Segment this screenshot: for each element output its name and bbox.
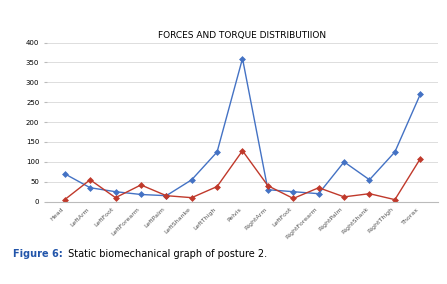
Text: Static biomechanical graph of posture 2.: Static biomechanical graph of posture 2. — [65, 249, 267, 259]
Force (N) — [342, 160, 347, 164]
Force (N) — [240, 57, 245, 60]
Text: Figure 6:: Figure 6: — [13, 249, 63, 259]
Torque (N.m) — [316, 186, 321, 189]
Force (N) — [392, 150, 397, 154]
Torque (N.m) — [367, 192, 372, 195]
Torque (N.m) — [342, 195, 347, 199]
Torque (N.m) — [392, 198, 397, 201]
Torque (N.m) — [291, 197, 296, 200]
FancyBboxPatch shape — [0, 0, 447, 238]
Force (N) — [88, 186, 93, 189]
Torque (N.m) — [164, 194, 169, 197]
Force (N) — [138, 193, 143, 196]
Force (N) — [265, 188, 270, 191]
Force (N) — [291, 190, 296, 193]
Torque (N.m) — [138, 183, 143, 187]
Torque (N.m) — [215, 185, 220, 188]
Torque (N.m) — [88, 178, 93, 181]
Force (N) — [316, 192, 321, 195]
Torque (N.m) — [113, 196, 118, 199]
Torque (N.m) — [265, 184, 270, 187]
Torque (N.m) — [240, 149, 245, 153]
Force (N) — [417, 93, 423, 96]
Force (N) — [215, 150, 220, 154]
Torque (N.m) — [417, 157, 423, 160]
Force (N) — [62, 172, 67, 176]
Torque (N.m) — [62, 198, 67, 201]
Force (N) — [189, 178, 194, 181]
Force (N) — [367, 178, 372, 181]
Force (N) — [164, 194, 169, 197]
Line: Torque (N.m): Torque (N.m) — [63, 149, 422, 202]
Force (N) — [113, 190, 118, 193]
Torque (N.m) — [189, 196, 194, 199]
Line: Force (N): Force (N) — [63, 57, 422, 198]
Title: FORCES AND TORQUE DISTRIBUTIION: FORCES AND TORQUE DISTRIBUTIION — [158, 32, 327, 40]
